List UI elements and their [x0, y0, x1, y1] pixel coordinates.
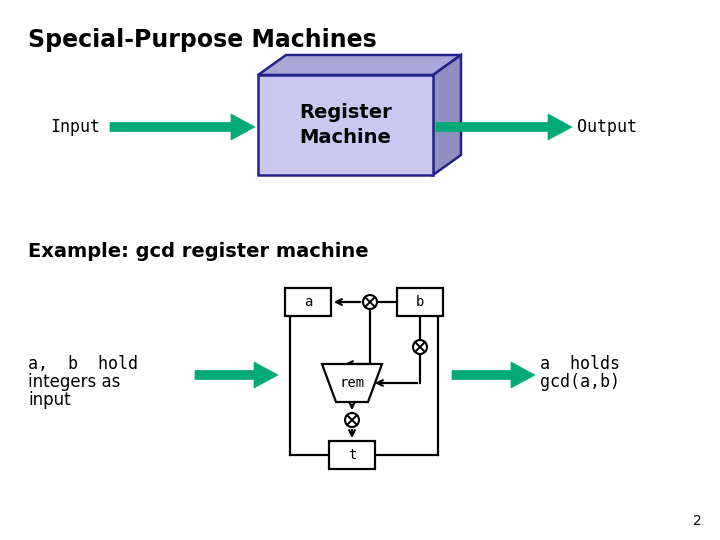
Text: gcd(a,b): gcd(a,b) [540, 373, 620, 391]
Text: input: input [28, 391, 71, 409]
FancyBboxPatch shape [329, 441, 375, 469]
Text: Input: Input [50, 118, 100, 136]
Text: a,  b  hold: a, b hold [28, 355, 138, 373]
Polygon shape [195, 362, 278, 388]
Polygon shape [433, 55, 461, 175]
Text: integers as: integers as [28, 373, 120, 391]
Text: b: b [416, 295, 424, 309]
Circle shape [413, 340, 427, 354]
Text: a  holds: a holds [540, 355, 620, 373]
Text: Example: gcd register machine: Example: gcd register machine [28, 242, 369, 261]
Polygon shape [258, 55, 461, 75]
Text: a: a [304, 295, 312, 309]
Text: Special-Purpose Machines: Special-Purpose Machines [28, 28, 377, 52]
FancyBboxPatch shape [285, 288, 331, 316]
Polygon shape [322, 364, 382, 402]
Polygon shape [110, 114, 255, 140]
Text: rem: rem [339, 376, 364, 390]
FancyBboxPatch shape [258, 75, 433, 175]
Polygon shape [436, 114, 572, 140]
Text: 2: 2 [693, 514, 702, 528]
Text: t: t [348, 448, 356, 462]
Polygon shape [452, 362, 535, 388]
Text: Register
Machine: Register Machine [299, 103, 392, 147]
Circle shape [345, 413, 359, 427]
Circle shape [363, 295, 377, 309]
Text: Output: Output [577, 118, 637, 136]
FancyBboxPatch shape [397, 288, 443, 316]
